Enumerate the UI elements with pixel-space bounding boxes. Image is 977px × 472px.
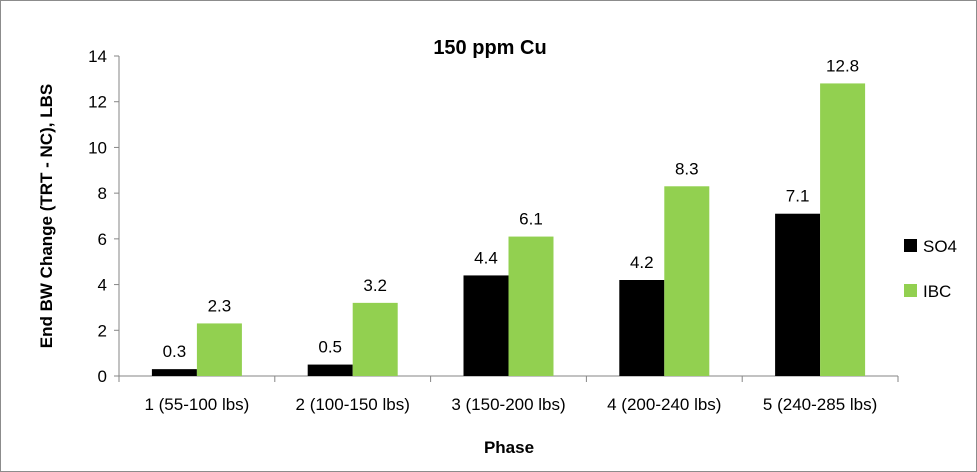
y-tick-label: 12 bbox=[88, 93, 107, 112]
x-tick-label: 5 (240-285 lbs) bbox=[763, 395, 877, 414]
y-tick-label: 2 bbox=[98, 321, 107, 340]
data-label-so4-3: 4.4 bbox=[474, 248, 498, 267]
chart-title: 150 ppm Cu bbox=[433, 37, 546, 59]
y-tick-label: 4 bbox=[98, 276, 107, 295]
bar-ibc-5 bbox=[820, 83, 866, 376]
x-tick-label: 4 (200-240 lbs) bbox=[607, 395, 721, 414]
y-tick-label: 6 bbox=[98, 230, 107, 249]
legend-label-so4: SO4 bbox=[923, 237, 957, 256]
x-tick-label: 3 (150-200 lbs) bbox=[451, 395, 565, 414]
legend-label-ibc: IBC bbox=[923, 282, 951, 301]
legend: SO4 IBC bbox=[904, 237, 957, 301]
y-tick-label: 14 bbox=[88, 47, 107, 66]
data-label-so4-1: 0.3 bbox=[163, 342, 187, 361]
bar-so4-4 bbox=[619, 280, 665, 376]
bar-so4-1 bbox=[151, 369, 197, 376]
x-tick-label: 2 (100-150 lbs) bbox=[296, 395, 410, 414]
bar-so4-2 bbox=[307, 364, 353, 376]
y-tick-label: 10 bbox=[88, 138, 107, 157]
y-axis-title: End BW Change (TRT - NC), LBS bbox=[37, 84, 56, 348]
data-label-ibc-1: 2.3 bbox=[208, 296, 232, 315]
bar-ibc-1 bbox=[196, 323, 242, 376]
bar-so4-3 bbox=[463, 275, 509, 376]
bars bbox=[151, 83, 866, 376]
legend-swatch-ibc bbox=[904, 284, 917, 297]
bar-so4-5 bbox=[775, 213, 821, 376]
x-tick-label: 1 (55-100 lbs) bbox=[144, 395, 249, 414]
bar-ibc-3 bbox=[508, 236, 554, 376]
axes: 0 2 4 6 8 10 12 14 1 (55-100 lbs) 2 (100-150 lbs)… bbox=[88, 47, 899, 414]
x-axis-title: Phase bbox=[484, 438, 534, 457]
bar-ibc-2 bbox=[352, 302, 398, 376]
data-label-ibc-5: 12.8 bbox=[826, 56, 859, 75]
data-label-ibc-4: 8.3 bbox=[675, 159, 699, 178]
bar-ibc-4 bbox=[664, 186, 710, 376]
legend-swatch-so4 bbox=[904, 239, 917, 252]
data-label-so4-5: 7.1 bbox=[786, 187, 810, 206]
data-label-so4-4: 4.2 bbox=[630, 253, 654, 272]
data-label-so4-2: 0.5 bbox=[318, 338, 342, 357]
y-tick-label: 0 bbox=[98, 367, 107, 386]
data-labels: 0.3 0.5 4.4 4.2 7.1 2.3 3.2 6.1 8.3 12.8 bbox=[163, 56, 860, 361]
data-label-ibc-3: 6.1 bbox=[519, 210, 543, 229]
data-label-ibc-2: 3.2 bbox=[363, 276, 387, 295]
y-tick-label: 8 bbox=[98, 184, 107, 203]
